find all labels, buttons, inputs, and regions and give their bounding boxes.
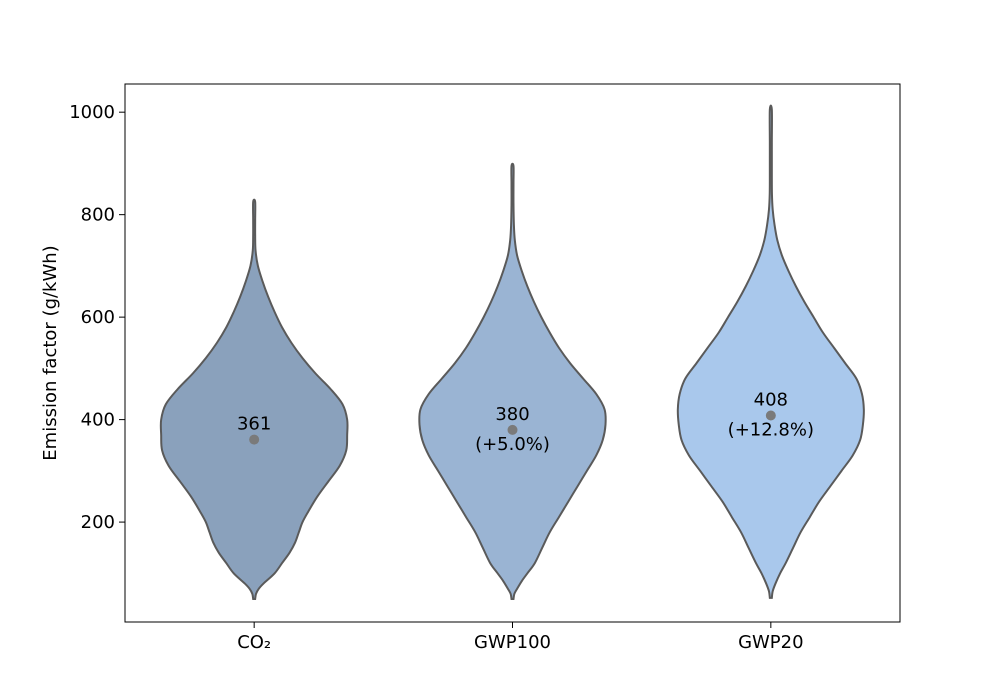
y-axis-label: Emission factor (g/kWh): [40, 245, 61, 460]
violin-body-1: [418, 162, 607, 600]
x-tick-label-2: GWP20: [738, 632, 804, 653]
mean-change-label-1: (+5.0%): [475, 434, 550, 455]
y-tick-label-2: 600: [81, 307, 115, 328]
y-axis: 200 400 600 800 1000: [69, 102, 125, 533]
mean-change-label-2: (+12.8%): [728, 420, 814, 441]
y-tick-label-0: 200: [81, 512, 115, 533]
x-axis: CO₂ GWP100 GWP20: [237, 622, 804, 653]
mean-value-label-2: 408: [754, 390, 788, 411]
annotation-layer: 361 380 (+5.0%) 408 (+12.8%): [237, 390, 814, 455]
violin-layer: [159, 104, 865, 600]
x-tick-label-1: GWP100: [474, 632, 551, 653]
y-tick-label-4: 1000: [69, 102, 115, 123]
mean-value-label-0: 361: [237, 414, 271, 435]
violin-body-0: [159, 198, 349, 600]
y-tick-label-1: 400: [81, 410, 115, 431]
violin-body-2: [676, 104, 865, 599]
y-tick-label-3: 800: [81, 205, 115, 226]
x-tick-label-0: CO₂: [237, 632, 271, 653]
mean-marker-2: [765, 410, 776, 421]
mean-marker-0: [249, 434, 260, 445]
mean-value-label-1: 380: [495, 404, 529, 425]
mean-marker-1: [507, 424, 518, 435]
